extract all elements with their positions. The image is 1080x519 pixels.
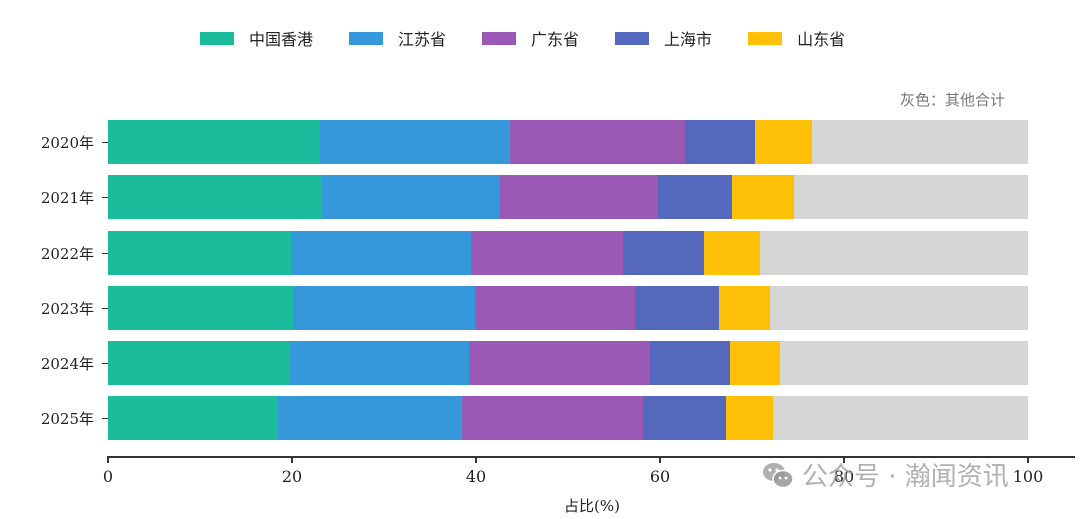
bar-segment: [704, 231, 761, 275]
bar-row: [108, 231, 1028, 275]
legend-item: 广东省: [482, 26, 579, 50]
bar-segment: [731, 175, 795, 219]
bar-segment: [770, 286, 1028, 330]
bar-segment: [754, 120, 812, 164]
bar-segment: [643, 396, 727, 440]
plot-area: [108, 0, 1028, 519]
y-tick-label: 2025年: [40, 410, 94, 428]
bar-segment: [760, 231, 1028, 275]
y-tick: [102, 197, 108, 198]
bar-segment: [108, 231, 292, 275]
legend-item: 中国香港: [200, 26, 313, 50]
bar-segment: [475, 286, 636, 330]
y-tick: [102, 308, 108, 309]
bar-segment: [649, 341, 730, 385]
bar-segment: [319, 120, 511, 164]
y-tick: [102, 363, 108, 364]
x-tick: [475, 456, 477, 463]
bar-segment: [108, 286, 293, 330]
bar-segment: [635, 286, 719, 330]
x-tick: [843, 456, 845, 463]
legend-swatch: [482, 31, 517, 45]
bar-segment: [773, 396, 1028, 440]
legend-item: 山东省: [748, 26, 845, 50]
bar-segment: [108, 341, 291, 385]
legend-label: 江苏省: [398, 30, 447, 49]
y-tick-label: 2020年: [40, 134, 94, 152]
bar-segment: [291, 231, 472, 275]
y-tick-label: 2021年: [40, 189, 94, 207]
x-tick: [107, 456, 109, 463]
y-tick-label: 2022年: [40, 245, 94, 263]
x-axis-line: [107, 456, 1075, 458]
y-tick: [102, 253, 108, 254]
bar-segment: [623, 231, 705, 275]
gray-note: 灰色：其他合计: [900, 91, 1006, 109]
x-tick: [1027, 456, 1029, 463]
bar-segment: [278, 396, 463, 440]
legend-label: 中国香港: [249, 30, 314, 49]
bar-segment: [462, 396, 644, 440]
bar-row: [108, 396, 1028, 440]
bar-segment: [108, 175, 323, 219]
bar-segment: [108, 396, 279, 440]
legend-swatch: [748, 31, 783, 45]
x-tick-label: 0: [102, 467, 114, 486]
legend-label: 广东省: [531, 30, 580, 49]
bar-row: [108, 341, 1028, 385]
bar-segment: [729, 341, 780, 385]
bar-segment: [718, 286, 771, 330]
y-tick-label: 2023年: [40, 300, 94, 318]
bar-segment: [292, 286, 476, 330]
bar-segment: [322, 175, 500, 219]
x-tick-label: 60: [649, 467, 671, 486]
bar-row: [108, 286, 1028, 330]
y-tick: [102, 142, 108, 143]
legend-swatch: [615, 31, 650, 45]
bar-segment: [510, 120, 685, 164]
x-tick: [291, 456, 293, 463]
legend-swatch: [200, 31, 234, 45]
legend-label: 上海市: [664, 30, 713, 49]
y-tick-label: 2024年: [40, 355, 94, 373]
bar-segment: [499, 175, 659, 219]
bar-segment: [811, 120, 1028, 164]
bar-segment: [684, 120, 755, 164]
bar-row: [108, 120, 1028, 164]
bar-segment: [468, 341, 650, 385]
x-tick-label: 20: [281, 467, 303, 486]
bar-segment: [779, 341, 1028, 385]
bar-segment: [658, 175, 732, 219]
x-tick-label: 100: [1012, 467, 1044, 486]
bar-segment: [290, 341, 469, 385]
legend-item: 上海市: [615, 26, 712, 50]
x-tick-label: 80: [833, 467, 855, 486]
bar-segment: [108, 120, 320, 164]
bar-segment: [726, 396, 774, 440]
bar-row: [108, 175, 1028, 219]
legend-swatch: [349, 31, 384, 45]
chart-legend: 中国香港 江苏省 广东省 上海市 山东省: [200, 26, 881, 50]
bar-segment: [471, 231, 624, 275]
x-tick: [659, 456, 661, 463]
legend-label: 山东省: [797, 30, 846, 49]
x-tick-label: 40: [465, 467, 487, 486]
legend-item: 江苏省: [349, 26, 446, 50]
y-tick: [102, 418, 108, 419]
bar-segment: [794, 175, 1028, 219]
x-axis-label: 占比(%): [564, 497, 620, 515]
